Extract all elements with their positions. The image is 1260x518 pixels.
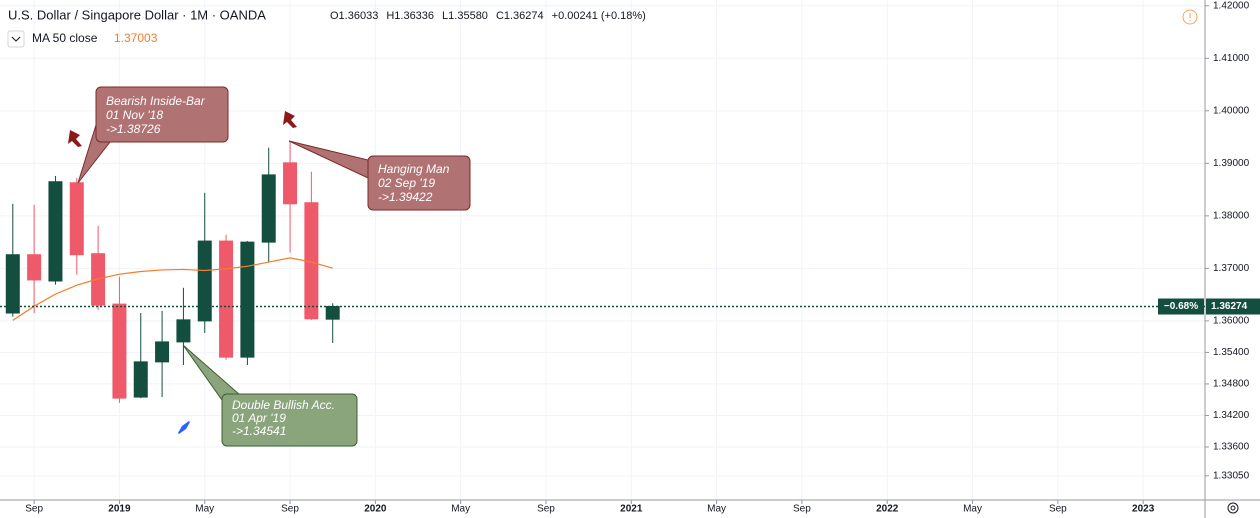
x-tick-label: Sep [793, 504, 811, 515]
candle-body [69, 182, 84, 256]
annotation-text: Double Bullish Acc. [232, 398, 335, 412]
x-tick-label: May [963, 504, 982, 515]
x-tick-label: Sep [537, 504, 555, 515]
settings-icon[interactable] [1227, 502, 1239, 514]
candle-body [197, 240, 212, 322]
y-tick-label: 1.38000 [1213, 211, 1250, 222]
candle-body [112, 303, 127, 399]
annotation-text: ->1.38726 [106, 122, 161, 136]
ma-line [12, 257, 333, 321]
annotation-text: 01 Nov '18 [106, 108, 163, 122]
plot: −0.68% 1.36274 [0, 141, 1260, 403]
candle-body [283, 162, 298, 205]
candle-body [325, 306, 340, 320]
y-tick-label: 1.39000 [1213, 158, 1250, 169]
bearish-icon [283, 111, 297, 128]
ohlc-value: O1.36033 [330, 10, 378, 22]
x-tick-label: 2021 [620, 504, 643, 515]
ohlc-value: L1.35580 [442, 10, 488, 22]
ohlc-value: H1.36336 [386, 10, 434, 22]
candle-body [261, 174, 276, 243]
annotation-box [95, 86, 229, 143]
annotation-text: 02 Sep '19 [378, 176, 435, 190]
candle-body [176, 319, 191, 343]
candle-body [48, 181, 63, 282]
candle-body [133, 361, 148, 398]
indicator-name: MA 50 close [32, 31, 98, 45]
y-tick-label: 1.41000 [1213, 53, 1250, 64]
annotation-text: Hanging Man [378, 162, 450, 176]
y-tick-label: 1.40000 [1213, 105, 1250, 116]
indicator-value: 1.37003 [114, 31, 158, 45]
bearish-icon [68, 130, 82, 147]
symbol-title: U.S. Dollar / Singapore Dollar · 1M · OA… [8, 7, 266, 22]
annotation-text: ->1.34541 [232, 424, 286, 438]
x-tick-label: Sep [1049, 504, 1067, 515]
annotation-text: Bearish Inside-Bar [106, 94, 206, 108]
candle-body [155, 341, 170, 363]
y-tick-label: 1.34200 [1213, 410, 1250, 421]
collapse-icon[interactable] [11, 36, 21, 42]
last-price-tag [1206, 298, 1260, 315]
x-tick-label: 2023 [1132, 504, 1155, 515]
price-change-label: −0.68% [1164, 301, 1198, 312]
collapse-button[interactable] [7, 30, 25, 48]
y-tick-label: 1.35400 [1213, 347, 1250, 358]
annotation-hanging-man: Hanging Man 02 Sep '19 ->1.39422 [288, 140, 471, 211]
candle-body [5, 254, 20, 314]
annotation-double-bullish: Double Bullish Acc. 01 Apr '19 ->1.34541 [182, 344, 358, 447]
x-tick-label: May [707, 504, 726, 515]
annotation-text: ->1.39422 [378, 190, 433, 204]
settings-gear-hub[interactable] [1230, 505, 1236, 511]
candle-body [27, 254, 42, 281]
annotation-box [367, 155, 471, 211]
x-tick-label: Sep [25, 504, 43, 515]
ohlc-header: O1.36033 H1.36336 L1.35580 C1.36274 +0.00241… [330, 10, 646, 22]
x-tick-label: May [451, 504, 470, 515]
y-tick-label: 1.33600 [1213, 442, 1250, 453]
settings-gear[interactable] [1227, 502, 1239, 514]
x-tick-label: 2022 [876, 504, 899, 515]
x-tick-label: 2019 [108, 504, 131, 515]
price-change-tag [1158, 298, 1204, 315]
x-tick-label: 2020 [364, 504, 387, 515]
bullish-icon [178, 421, 190, 434]
annotation-text: 01 Apr '19 [232, 411, 286, 425]
y-tick-label: 1.37000 [1213, 263, 1250, 274]
annotation-bearish: Bearish Inside-Bar 01 Nov '18 ->1.38726 [77, 86, 229, 184]
ohlc-value: C1.36274 [496, 10, 544, 22]
candle-body [240, 241, 255, 358]
candle-body [219, 240, 234, 358]
ohlc-value: +0.00241 (+0.18%) [552, 10, 646, 22]
y-tick-label: 1.42000 [1213, 0, 1250, 11]
x-tick-label: Sep [281, 504, 299, 515]
annotation-box [221, 393, 358, 447]
x-tick-label: May [195, 504, 214, 515]
y-tick-label: 1.34800 [1213, 379, 1250, 390]
last-price-label: 1.36274 [1211, 301, 1248, 312]
y-tick-label: 1.33050 [1213, 470, 1250, 481]
warning-icon[interactable] [1182, 9, 1198, 25]
y-tick-label: 1.36000 [1213, 316, 1250, 327]
